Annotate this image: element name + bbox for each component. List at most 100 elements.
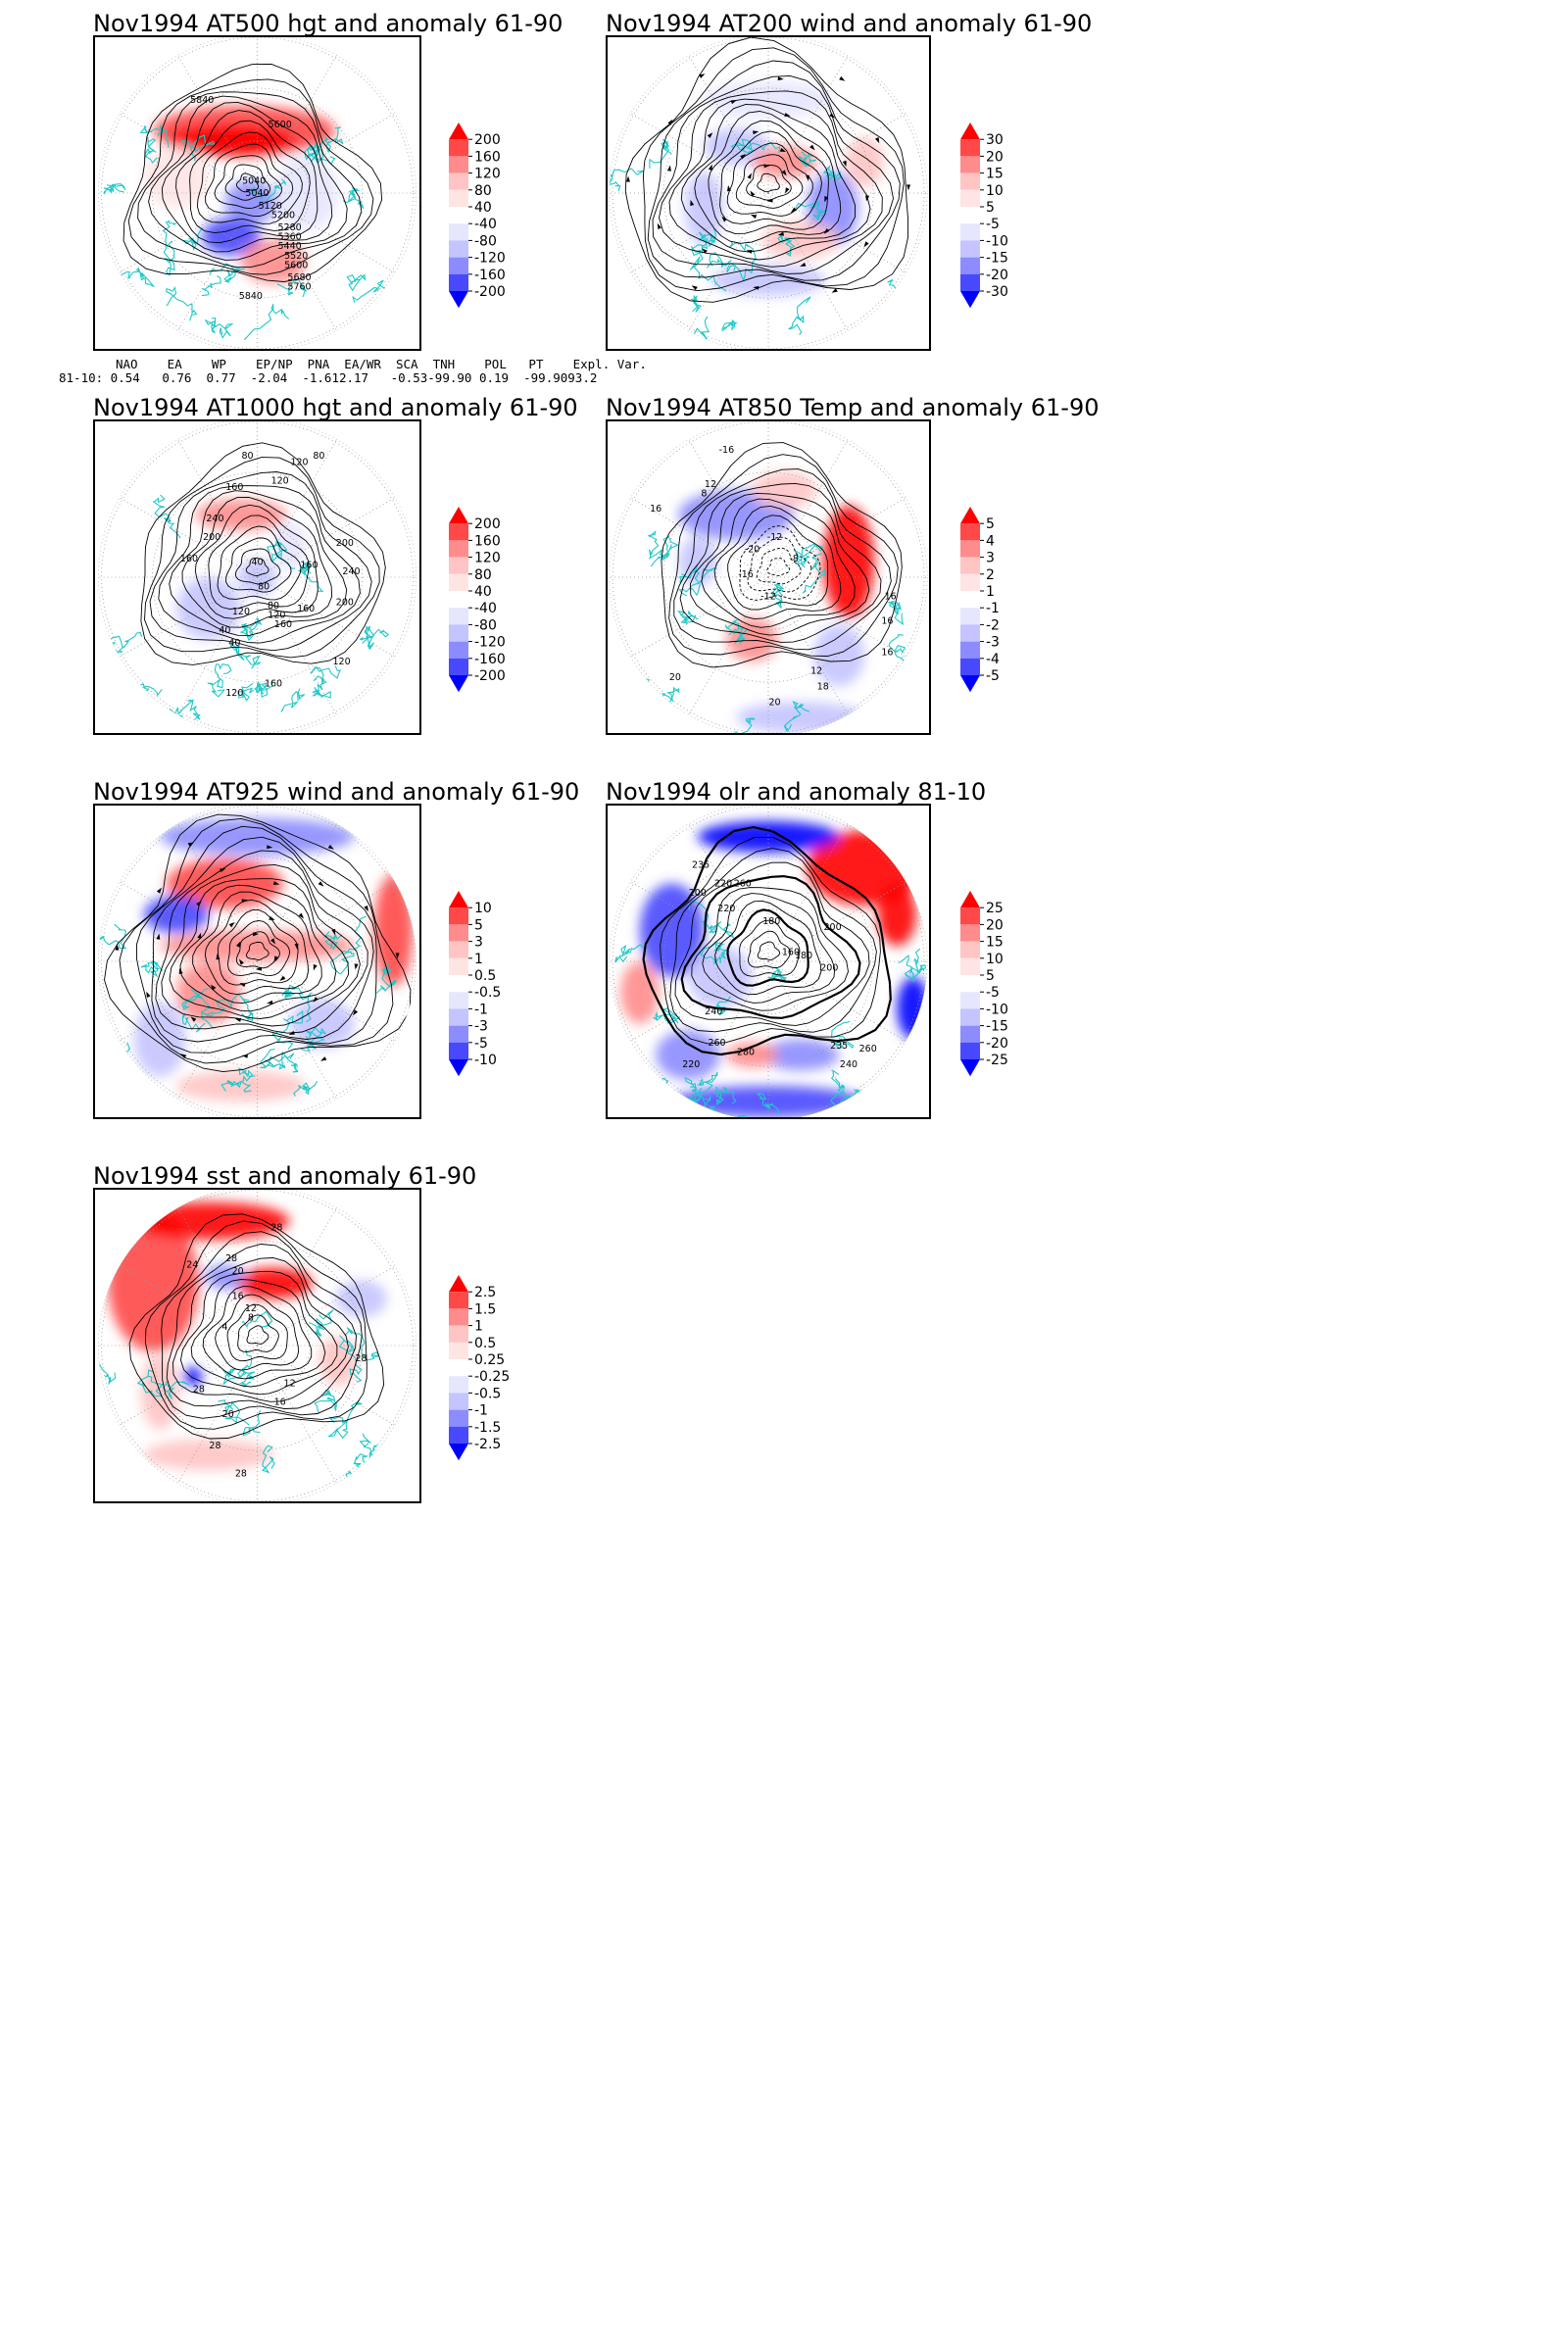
colorbar-swatch <box>960 156 980 173</box>
contour-label: 160 <box>782 948 800 958</box>
colorbar-label: 5 <box>474 917 483 933</box>
colorbar-swatch <box>449 624 468 642</box>
colorbar-swatch <box>960 291 980 309</box>
contour-label: 8 <box>701 488 707 499</box>
colorbar-label: 80 <box>474 567 492 583</box>
colorbar-swatch <box>449 291 468 309</box>
contour-label: 28 <box>209 1441 220 1451</box>
contour-label: 4 <box>221 1322 227 1333</box>
colorbar-label: 200 <box>474 516 501 532</box>
contour-lines <box>128 1213 385 1440</box>
colorbar-swatch <box>449 1042 468 1059</box>
contour-label: 5200 <box>271 210 295 220</box>
colorbar-swatch <box>449 1409 468 1427</box>
colorbar-swatch <box>449 591 468 609</box>
colorbar-label: 2.5 <box>474 1285 496 1300</box>
colorbar-swatch <box>449 122 468 140</box>
colorbar-label: -80 <box>474 233 497 249</box>
contour-label: 5280 <box>278 222 302 233</box>
contour-label: 235 <box>830 1041 848 1052</box>
colorbar-label: 1.5 <box>474 1301 496 1317</box>
contour-label: 80 <box>258 582 270 593</box>
colorbar-swatch <box>449 924 468 942</box>
colorbar-swatch <box>449 172 468 190</box>
colorbar-label: 40 <box>474 200 492 216</box>
colorbar-label: -120 <box>474 251 506 267</box>
colorbar-swatch <box>960 223 980 241</box>
contour-label: 120 <box>271 476 289 487</box>
colorbar-label: -10 <box>474 1053 497 1068</box>
colorbar-label: 0.25 <box>474 1352 505 1368</box>
contour-label: 120 <box>232 607 250 617</box>
contour-label: 200 <box>336 598 354 609</box>
map-frame: 80 120 80 160 120 240 200 160 200 160 240 200 160 120… <box>93 419 421 735</box>
contour-label: 5680 <box>287 272 311 283</box>
colorbar-swatch <box>449 156 468 173</box>
contour-label: 8 <box>248 1313 254 1324</box>
contour-label: 260 <box>859 1044 877 1054</box>
colorbar-swatch <box>449 941 468 958</box>
colorbar-swatch <box>449 1025 468 1043</box>
colorbar-swatch <box>960 240 980 258</box>
colorbar-swatch <box>960 1059 980 1077</box>
colorbar-label: -15 <box>986 1019 1008 1035</box>
contour-label: 16 <box>881 616 893 627</box>
contour-label: 5440 <box>278 241 302 252</box>
contour-label: 5600 <box>269 120 292 130</box>
colorbar-label: -3 <box>986 635 1000 651</box>
contour-label: -12 <box>760 591 776 602</box>
colorbar-swatch <box>449 1359 468 1377</box>
contour-label: 200 <box>820 963 838 974</box>
contour-label: 20 <box>232 1266 244 1277</box>
contour-label: -8 <box>789 554 798 564</box>
contour-label: 5120 <box>259 201 282 212</box>
colorbar-swatch <box>449 641 468 659</box>
graticule <box>609 421 928 733</box>
colorbar-swatch <box>960 591 980 609</box>
contour-label: 240 <box>342 566 360 577</box>
colorbar-label: 25 <box>986 901 1004 916</box>
colorbar-label: 15 <box>986 167 1004 182</box>
colorbar: 5 4 3 2 1 -1 -2 -3 -4 -5 <box>960 497 1045 706</box>
contour-label: 28 <box>355 1353 367 1364</box>
colorbar-label: 40 <box>474 584 492 600</box>
colorbar-label: -25 <box>986 1053 1008 1068</box>
map-frame: 235 220 200 260 220 180 200 160 180 200 240 260 280 2… <box>606 804 931 1119</box>
contour-label: -12 <box>767 532 783 543</box>
contour-label: 20 <box>669 672 681 683</box>
contour-label: 5600 <box>284 260 308 270</box>
colorbar-swatch <box>449 992 468 1009</box>
colorbar-label: 30 <box>986 132 1004 148</box>
colorbar-label: 1 <box>986 584 995 600</box>
contour-label: 200 <box>336 538 354 549</box>
colorbar-swatch <box>449 1393 468 1410</box>
map-frame <box>93 804 421 1119</box>
colorbar-swatch <box>960 139 980 157</box>
contour-label: 235 <box>692 860 710 871</box>
contour-label: 160 <box>297 604 315 614</box>
colorbar-swatch <box>449 608 468 625</box>
colorbar-label: 3 <box>986 551 995 566</box>
contour-label: 160 <box>225 482 243 493</box>
colorbar-label: 160 <box>474 533 501 549</box>
colorbar-swatch <box>960 891 980 908</box>
panel-title: Nov1994 sst and anomaly 61-90 <box>93 1162 477 1190</box>
colorbar-label: -0.5 <box>474 985 501 1001</box>
colorbar-swatch <box>449 1275 468 1293</box>
panel-title: Nov1994 olr and anomaly 81-10 <box>606 778 987 806</box>
contour-labels: -16 12 16 8 -12 -20 -8 -16 -12 16 16 16 12 18 20 20 <box>650 445 897 709</box>
contour-label: 120 <box>268 610 285 620</box>
contour-label: 5760 <box>287 282 311 293</box>
colorbar-swatch <box>960 573 980 591</box>
contour-labels: 8012080160120240200160200160240200160120… <box>180 451 361 699</box>
colorbar-swatch <box>449 1376 468 1394</box>
colorbar-label: 10 <box>474 901 492 916</box>
colorbar-swatch <box>449 207 468 224</box>
colorbar-swatch <box>449 189 468 207</box>
contour-label: 80 <box>242 451 254 462</box>
contour-label: 28 <box>193 1385 205 1396</box>
contour-label: 20 <box>769 697 781 708</box>
colorbar-swatch <box>449 557 468 574</box>
contour-label: 16 <box>232 1291 244 1301</box>
